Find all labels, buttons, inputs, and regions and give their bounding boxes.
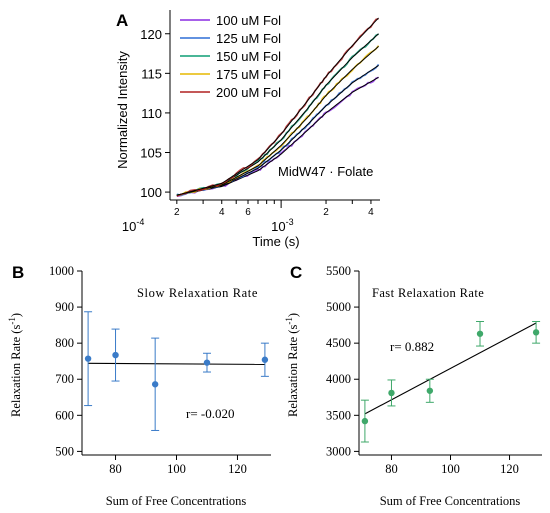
panel-a-series-fit-line — [176, 76, 379, 196]
panel-a-x-major-exp: -4 — [136, 217, 144, 227]
panel-b-data-point — [203, 359, 211, 366]
panel-a-y-axis-label: Normalized Intensity — [115, 51, 130, 169]
panel-a-x-major-exp: -3 — [286, 217, 294, 227]
panel-c-title: Fast Relaxation Rate — [372, 286, 484, 300]
panel-a-y-tick-label: 100 — [140, 185, 162, 200]
panel-b-y-tick-label: 900 — [55, 300, 74, 314]
panel-b-x-tick-label: 80 — [109, 462, 122, 476]
panel-c-x-axis-label: Sum of Free Concentrations — [380, 494, 521, 508]
panel-a-y-tick-label: 105 — [140, 146, 162, 161]
panel-a-y-tick-label: 120 — [140, 27, 162, 42]
panel-a-x-major-label: 10-3 — [271, 217, 293, 234]
panel-a-legend-label: 125 uM Fol — [216, 31, 281, 46]
panel-c-annotation: r= 0.882 — [390, 339, 434, 354]
panel-c-y-axis-label-sup: -1 — [284, 317, 294, 325]
panel-a-x-tick-label: 2 — [323, 207, 329, 218]
panel-b-x-tick-label: 100 — [167, 462, 186, 476]
panel-c-data-point — [476, 330, 484, 337]
panel-b-y-tick-label: 1000 — [49, 264, 74, 278]
panel-a-x-tick-label: 2 — [174, 207, 180, 218]
panel-a-x-major-base: 10 — [271, 219, 285, 234]
panel-b-y-axis-label-sup: -1 — [7, 317, 17, 325]
panel-a-x-major-label: 10-4 — [122, 217, 144, 234]
panel-c-y-tick-label: 5000 — [326, 300, 351, 314]
panel-b-x-axis-label: Sum of Free Concentrations — [106, 494, 247, 508]
panel-c-y-axis-label-text: Relaxation Rate (s — [286, 325, 300, 417]
panel-a-x-tick-label: 4 — [219, 207, 225, 218]
panel-c-y-tick-label: 3000 — [326, 444, 351, 458]
panel-b-data-point — [261, 356, 269, 363]
panel-a-legend-label: 175 uM Fol — [216, 67, 281, 82]
panel-c-x-tick-label: 80 — [385, 462, 398, 476]
panel-a-annotation: MidW47 · Folate — [278, 164, 373, 179]
panel-b-letter: B — [12, 263, 24, 282]
panel-b-data-point — [84, 355, 92, 362]
panel-c-data-point — [426, 387, 434, 394]
panel-b: B Relaxation Rate (s-1) Sum of Free Conc… — [7, 263, 271, 508]
panel-a-legend-label: 150 uM Fol — [216, 49, 281, 64]
panel-b-y-tick-label: 700 — [55, 372, 74, 386]
panel-c-y-tick-label: 4000 — [326, 372, 351, 386]
panel-a-y-tick-label: 115 — [141, 66, 162, 81]
panel-c-y-axis-label: Relaxation Rate (s-1) — [284, 313, 300, 417]
panel-c-x-tick-label: 100 — [441, 462, 460, 476]
panel-c-y-tick-label: 4500 — [326, 336, 351, 350]
panel-b-y-tick-label: 800 — [55, 336, 74, 350]
panel-a: A Normalized Intensity Time (s) MidW47 ·… — [115, 10, 380, 249]
panel-c-x-tick-label: 120 — [500, 462, 519, 476]
panel-a-x-tick-label: 4 — [368, 207, 374, 218]
panel-b-data-point — [112, 351, 119, 359]
panel-b-title: Slow Relaxation Rate — [137, 286, 258, 300]
panel-b-y-tick-label: 600 — [55, 408, 74, 422]
panel-c-letter: C — [290, 263, 302, 282]
panel-b-y-axis-label: Relaxation Rate (s-1) — [7, 313, 23, 417]
panel-a-letter: A — [116, 11, 128, 30]
panel-b-x-tick-label: 120 — [228, 462, 247, 476]
panel-a-legend-label: 100 uM Fol — [216, 13, 281, 28]
panel-c: C Relaxation Rate (s-1) Sum of Free Conc… — [284, 263, 542, 508]
panel-b-annotation: r= -0.020 — [186, 406, 235, 421]
panel-c-y-tick-label: 3500 — [326, 408, 351, 422]
panel-a-legend-label: 200 uM Fol — [216, 85, 281, 100]
panel-a-series-fit-line — [176, 46, 379, 196]
panel-b-y-axis-label-close: ) — [9, 313, 23, 317]
panel-a-x-major-base: 10 — [122, 219, 136, 234]
panel-b-y-tick-label: 500 — [55, 444, 74, 458]
panel-c-data-point — [532, 329, 540, 336]
panel-a-series-fit-line — [176, 17, 379, 196]
panel-b-fit-line — [88, 362, 265, 365]
panel-b-y-axis-label-text: Relaxation Rate (s — [9, 325, 23, 417]
panel-b-data-point — [151, 381, 159, 388]
panel-c-y-tick-label: 5500 — [326, 264, 351, 278]
panel-c-y-axis-label-close: ) — [286, 313, 300, 317]
panel-a-x-tick-label: 6 — [245, 207, 251, 218]
panel-a-y-tick-label: 110 — [141, 106, 162, 121]
panel-c-fit-line — [364, 322, 537, 415]
panel-c-data-point — [388, 389, 395, 397]
panel-c-data-point — [361, 417, 369, 425]
panel-a-x-axis-label: Time (s) — [252, 234, 299, 249]
